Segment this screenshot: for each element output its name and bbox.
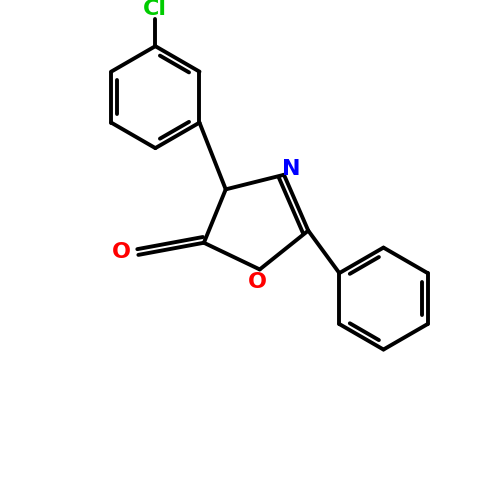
Text: N: N [282, 159, 300, 179]
Text: O: O [248, 272, 267, 291]
Text: O: O [112, 242, 131, 262]
Text: Cl: Cl [144, 0, 168, 19]
